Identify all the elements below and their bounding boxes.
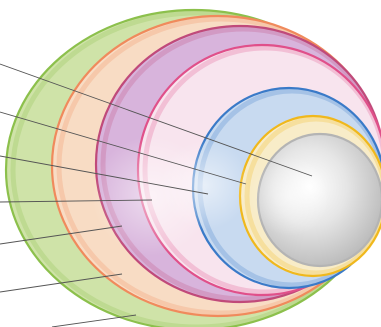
leader-lines xyxy=(0,63,313,327)
leader-line-7 xyxy=(51,314,137,327)
glow-3 xyxy=(250,156,330,236)
layer-1-rim xyxy=(10,10,381,327)
leader-line-5 xyxy=(0,225,123,245)
layer-2-rim xyxy=(56,16,381,316)
leader-line-6 xyxy=(0,273,123,293)
leader-line-1 xyxy=(0,63,313,177)
leader-line-3 xyxy=(0,155,209,195)
glow-2 xyxy=(160,140,250,230)
leader-line-2 xyxy=(0,111,247,185)
leader-line-4 xyxy=(0,199,153,203)
